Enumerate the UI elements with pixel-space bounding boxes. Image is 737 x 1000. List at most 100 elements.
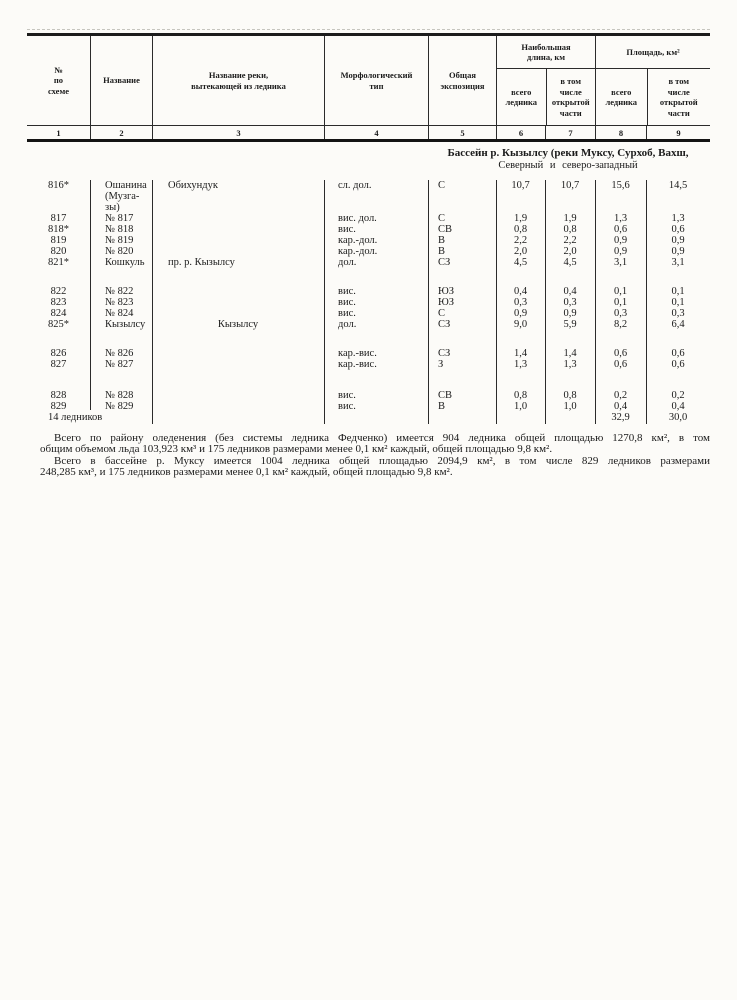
header-cell-number: № по схеме <box>47 64 70 96</box>
cell-name: Ошанина (Музга- зы) <box>105 180 147 213</box>
cell-name: № 822 <box>105 286 134 297</box>
cell-area-total: 0,4 <box>613 401 628 412</box>
column-number: 2 <box>90 126 152 139</box>
cell-area-open: 0,4 <box>671 401 685 412</box>
note-line: Всего в бассейне р. Муксу имеется 1004 л… <box>54 454 710 467</box>
column-divider <box>595 180 596 424</box>
cell-length-open: 0,3 <box>563 297 577 308</box>
cell-length-total: 1,0 <box>513 401 528 412</box>
cell-number: 817 <box>50 213 67 224</box>
cell-length-open: 4,5 <box>563 257 577 268</box>
footnotes: Всего по району оледенения (без системы … <box>40 432 710 478</box>
cell-river: пр. р. Кызылсу <box>168 257 235 268</box>
table-row: 823 № 823 вис. ЮЗ 0,3 0,3 0,1 0,1 <box>27 297 710 308</box>
cell-exposition: С <box>438 213 446 224</box>
cell-number: 825* <box>48 319 69 330</box>
cell-morph-type: кар.-дол. <box>338 235 378 246</box>
cell-length-open: 2,0 <box>563 246 577 257</box>
cell-length-open: 0,4 <box>563 286 577 297</box>
cell-exposition: З <box>438 359 444 370</box>
table-top-rule <box>27 33 710 36</box>
cell-area-total: 3,1 <box>613 257 628 268</box>
cell-area-open: 0,1 <box>671 297 685 308</box>
basin-title: Бассейн р. Кызылсу (реки Муксу, Сурхоб, … <box>447 147 689 159</box>
table-row: 818* № 818 вис. СВ 0,8 0,8 0,6 0,6 <box>27 224 710 235</box>
column-number: 1 <box>56 127 61 138</box>
column-divider <box>545 180 546 424</box>
header-cell-length-open: в том числе открытой части <box>545 69 596 125</box>
table-header: № по схеме Название Название реки, вытек… <box>27 36 710 125</box>
note-line: общим объемом льда 103,923 км³ и 175 лед… <box>40 443 553 456</box>
cell-length-total: 0,3 <box>513 297 528 308</box>
cell-area-open: 6,4 <box>671 319 685 330</box>
totals-row: 14 ледников 32,9 30,0 <box>27 412 710 423</box>
header-cell-length-total: всего ледника <box>505 86 538 108</box>
cell-length-open: 0,9 <box>563 308 577 319</box>
table-body: 816* Ошанина (Музга- зы) Обихундук сл. д… <box>27 180 710 423</box>
cell-number: 823 <box>50 297 67 308</box>
table-row: 829 № 829 вис. В 1,0 1,0 0,4 0,4 <box>27 401 710 412</box>
cell-area-total: 0,6 <box>613 359 628 370</box>
table-row: 828 № 828 вис. СВ 0,8 0,8 0,2 0,2 <box>27 390 710 401</box>
cell-area-total: 0,1 <box>613 297 628 308</box>
cell-name: Кызылсу <box>105 319 146 330</box>
cell-area-total: 0,1 <box>613 286 628 297</box>
cell-area-open: 3,1 <box>671 257 685 268</box>
scan-noise-line <box>27 29 710 30</box>
column-number: 6 <box>496 126 545 139</box>
cell-name: № 826 <box>105 348 134 359</box>
cell-area-open: 0,9 <box>671 246 685 257</box>
table-row: 822 № 822 вис. ЮЗ 0,4 0,4 0,1 0,1 <box>27 286 710 297</box>
header-group-length-sub: всего ледника в том числе открытой части <box>497 69 595 125</box>
table-row: 820 № 820 кар.-дол. В 2,0 2,0 0,9 0,9 <box>27 246 710 257</box>
cell-area-total: 15,6 <box>611 180 630 191</box>
cell-exposition: СВ <box>438 390 453 401</box>
cell-length-total: 1,4 <box>513 348 528 359</box>
column-number: 8 <box>595 126 646 139</box>
cell-length-total: 0,8 <box>513 390 528 401</box>
cell-length-total: 2,2 <box>513 235 528 246</box>
cell-length-open: 10,7 <box>560 180 580 191</box>
cell-length-total: 0,9 <box>513 308 528 319</box>
cell-area-total: 8,2 <box>613 319 628 330</box>
cell-river: Обихундук <box>168 180 218 191</box>
cell-area-open: 0,2 <box>671 390 685 401</box>
table-row: 826 № 826 кар.-вис. СЗ 1,4 1,4 0,6 0,6 <box>27 348 710 359</box>
header-group-length-title: Наибольшая длина, км <box>497 36 595 69</box>
cell-number: 818* <box>48 224 69 235</box>
cell-length-open: 5,9 <box>563 319 577 330</box>
cell-exposition: ЮЗ <box>438 297 455 308</box>
cell-length-total: 10,7 <box>511 180 530 191</box>
cell-name: № 817 <box>105 213 134 224</box>
header-cell-area-total: всего ледника <box>605 86 638 108</box>
header-cell-morph-type: Морфологический тип <box>324 36 428 125</box>
cell-morph-type: вис. <box>338 286 356 297</box>
cell-area-open: 0,6 <box>671 359 685 370</box>
cell-number: 819 <box>50 235 67 246</box>
cell-length-open: 2,2 <box>563 235 577 246</box>
cell-area-open: 0,6 <box>671 224 685 235</box>
cell-number: 820 <box>50 246 67 257</box>
totals-area-total: 32,9 <box>611 412 630 423</box>
section-caption: Бассейн р. Кызылсу (реки Муксу, Сурхоб, … <box>432 147 704 172</box>
cell-name: № 823 <box>105 297 134 308</box>
cell-morph-type: кар.-вис. <box>338 359 377 370</box>
header-bottom-rule <box>27 139 710 142</box>
cell-area-open: 0,1 <box>671 286 685 297</box>
cell-length-total: 0,4 <box>513 286 528 297</box>
cell-exposition: СЗ <box>438 348 451 359</box>
cell-name: № 819 <box>105 235 134 246</box>
cell-morph-type: вис. <box>338 224 356 235</box>
cell-area-open: 0,3 <box>671 308 685 319</box>
cell-name: № 824 <box>105 308 134 319</box>
cell-name: № 827 <box>105 359 134 370</box>
cell-area-total: 0,6 <box>613 348 628 359</box>
table-rows: 816* Ошанина (Музга- зы) Обихундук сл. д… <box>27 180 710 412</box>
table-row: 825* Кызылсу Кызылсу дол. СЗ 9,0 5,9 8,2… <box>27 319 710 330</box>
cell-morph-type: сл. дол. <box>338 180 372 191</box>
header-group-area-title: Площадь, км² <box>596 36 710 69</box>
cell-exposition: ЮЗ <box>438 286 455 297</box>
cell-exposition: В <box>438 235 446 246</box>
cell-length-open: 0,8 <box>563 390 577 401</box>
